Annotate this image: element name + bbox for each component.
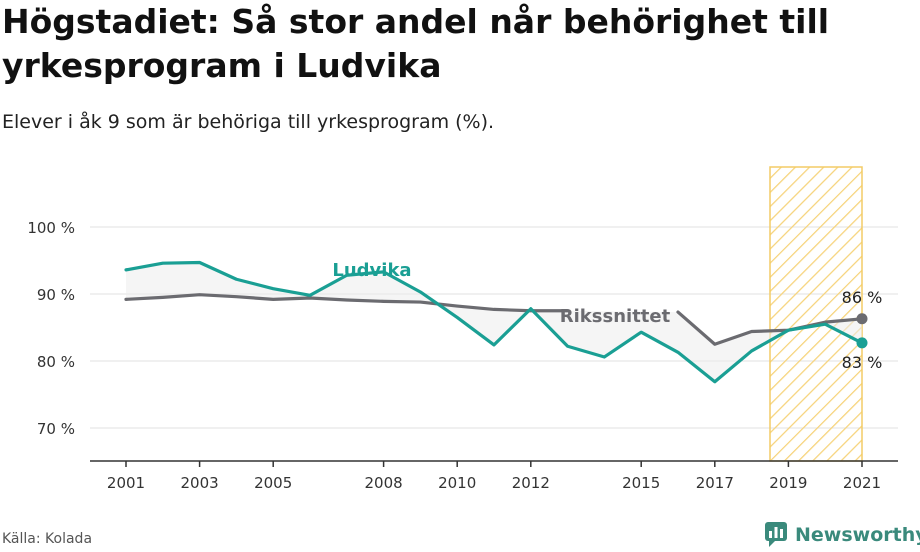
y-tick-label: 80 % (37, 353, 75, 371)
newsworthy-logo-icon (765, 522, 787, 547)
x-tick-label: 2010 (438, 474, 476, 492)
end-label-ludvika: 83 % (842, 353, 883, 372)
brand-logo: Newsworthy (765, 520, 920, 550)
chart-title: Högstadiet: Så stor andel når behörighet… (2, 2, 830, 85)
series-label-rikssnittet: Rikssnittet (560, 306, 671, 327)
x-tick-label: 2021 (843, 474, 881, 492)
x-tick-label: 2008 (365, 474, 403, 492)
brand-name: Newsworthy (795, 524, 920, 546)
x-tick-label: 2003 (181, 474, 219, 492)
y-tick-label: 100 % (27, 219, 75, 237)
x-tick-label: 2019 (769, 474, 807, 492)
y-tick-label: 90 % (37, 286, 75, 304)
x-tick-label: 2005 (254, 474, 292, 492)
chart-subtitle: Elever i åk 9 som är behöriga till yrkes… (2, 111, 495, 133)
y-tick-label: 70 % (37, 420, 75, 438)
x-tick-label: 2012 (512, 474, 550, 492)
highlight-period (769, 166, 863, 462)
x-tick-label: 2001 (107, 474, 145, 492)
series-label-ludvika: Ludvika (332, 260, 411, 281)
series-line-ludvika (124, 260, 864, 384)
series-line-rikssnittet (124, 293, 570, 313)
end-point-ludvika (856, 337, 868, 349)
x-tick-label: 2017 (696, 474, 734, 492)
end-label-rikssnittet: 86 % (842, 288, 883, 307)
x-tick-label: 2015 (622, 474, 660, 492)
source-note: Källa: Kolada (2, 531, 93, 547)
series-line-rikssnittet (676, 310, 864, 346)
end-point-rikssnittet (856, 313, 868, 325)
